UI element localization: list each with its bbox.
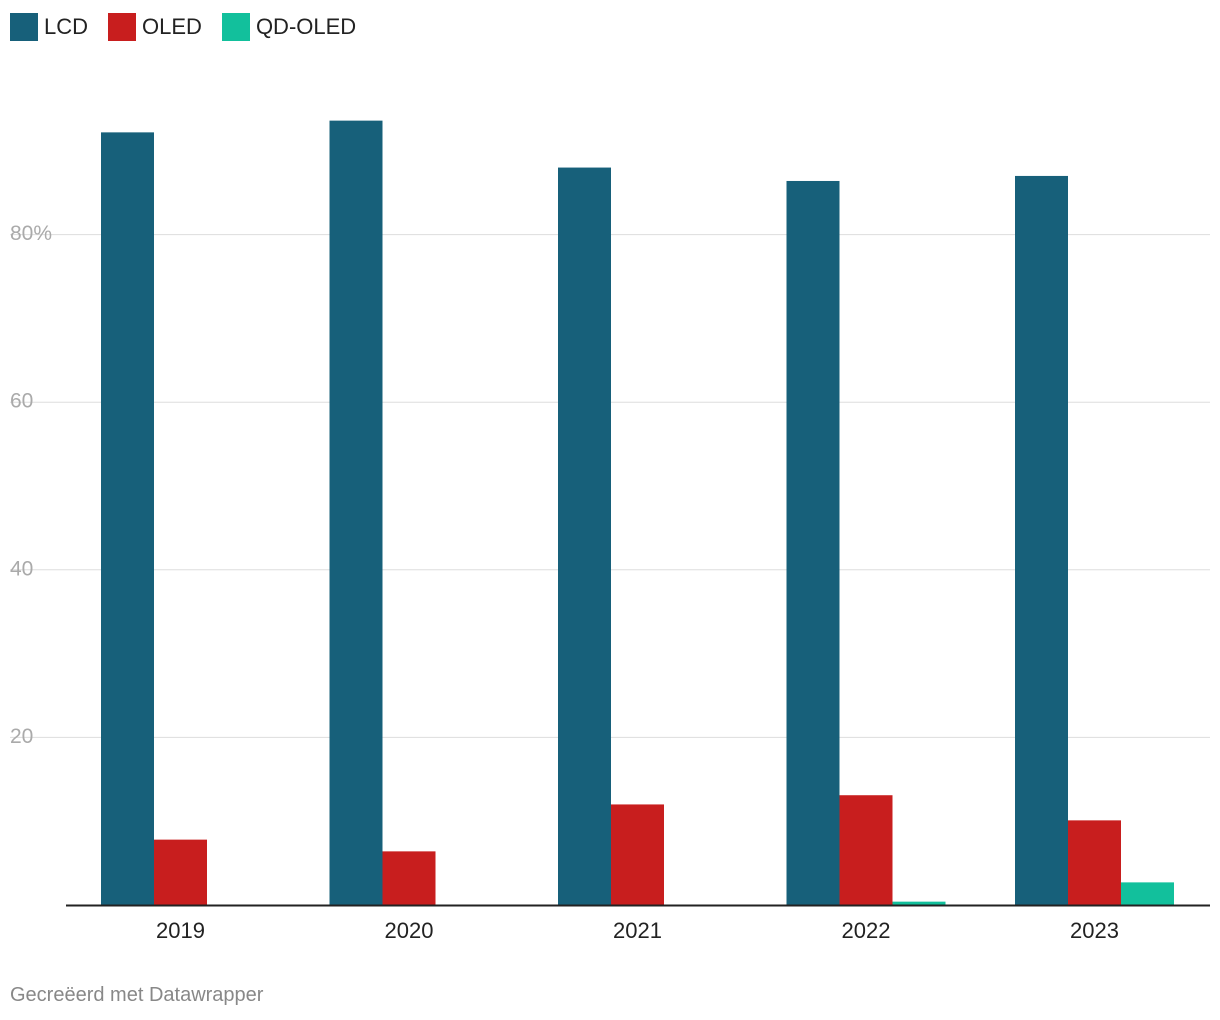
legend-label-lcd: LCD bbox=[44, 14, 89, 39]
bar-lcd-2021 bbox=[558, 167, 611, 905]
bar-lcd-2020 bbox=[329, 120, 383, 905]
x-tick-label-2019: 2019 bbox=[156, 918, 205, 943]
y-tick-label-20: 20 bbox=[10, 725, 33, 748]
bar-oled-2022 bbox=[839, 795, 893, 905]
x-tick-label-2022: 2022 bbox=[842, 918, 891, 943]
legend-swatch-qd-oled bbox=[221, 13, 250, 41]
y-tick-label-60: 60 bbox=[10, 390, 33, 413]
legend-item-oled: OLED bbox=[108, 13, 202, 41]
y-tick-label-40: 40 bbox=[10, 557, 33, 580]
bar-lcd-2019 bbox=[101, 132, 154, 905]
legend-label-qd-oled: QD-OLED bbox=[255, 14, 357, 39]
legend-item-qd-oled: QD-OLED bbox=[221, 13, 357, 41]
y-tick-label-80: 80% bbox=[10, 222, 52, 245]
x-tick-label-2020: 2020 bbox=[385, 918, 434, 943]
credit-text: Gecreëerd met Datawrapper bbox=[10, 984, 264, 1006]
bar-qd-oled-2023 bbox=[1121, 882, 1174, 905]
chart-legend: LCD OLED QD-OLED bbox=[10, 12, 376, 42]
bar-oled-2023 bbox=[1068, 820, 1121, 905]
legend-label-oled: OLED bbox=[142, 14, 202, 39]
bar-oled-2021 bbox=[611, 804, 664, 905]
bar-oled-2020 bbox=[382, 851, 436, 905]
bar-lcd-2022 bbox=[786, 180, 840, 905]
legend-item-lcd: LCD bbox=[10, 13, 88, 41]
legend-swatch-oled bbox=[108, 13, 137, 41]
x-tick-label-2023: 2023 bbox=[1070, 918, 1119, 943]
bar-oled-2019 bbox=[154, 839, 207, 905]
bar-chart: 20 40 60 80% 2019 2020 2021 2022 2023 bbox=[10, 120, 1210, 943]
x-tick-label-2021: 2021 bbox=[613, 918, 662, 943]
bar-lcd-2023 bbox=[1015, 175, 1068, 905]
legend-swatch-lcd bbox=[10, 13, 38, 41]
bar-qd-oled-2022 bbox=[892, 901, 946, 905]
